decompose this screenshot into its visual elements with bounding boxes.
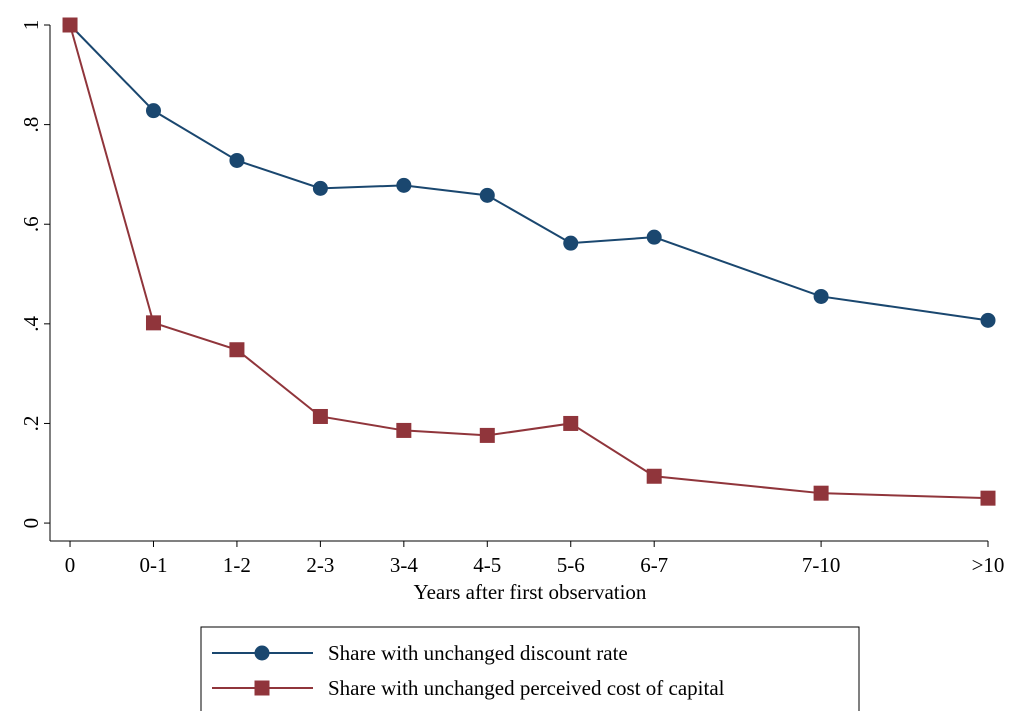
- data-point: [563, 235, 579, 251]
- x-tick-label: 1-2: [223, 553, 251, 577]
- y-tick-label: .8: [19, 117, 43, 133]
- x-tick-label: 5-6: [557, 553, 585, 577]
- x-tick-label: 2-3: [306, 553, 334, 577]
- legend-marker: [254, 645, 270, 661]
- data-point: [145, 315, 161, 331]
- data-point: [813, 288, 829, 304]
- y-tick-label: .2: [19, 416, 43, 432]
- data-point: [479, 427, 495, 443]
- data-point: [813, 485, 829, 501]
- y-tick-label: .6: [19, 216, 43, 232]
- y-tick-label: .4: [19, 315, 43, 331]
- legend-marker: [254, 680, 270, 696]
- x-tick-label: 0-1: [139, 553, 167, 577]
- x-tick-label: 7-10: [802, 553, 841, 577]
- data-point: [980, 312, 996, 328]
- data-point: [229, 152, 245, 168]
- data-point: [312, 408, 328, 424]
- x-tick-label: 4-5: [473, 553, 501, 577]
- data-point: [229, 342, 245, 358]
- legend-label: Share with unchanged perceived cost of c…: [328, 676, 725, 700]
- data-point: [62, 17, 78, 33]
- data-point: [646, 229, 662, 245]
- x-tick-label: >10: [972, 553, 1005, 577]
- legend-label: Share with unchanged discount rate: [328, 641, 628, 665]
- series-line: [69, 24, 989, 322]
- x-tick-label: 0: [65, 553, 76, 577]
- data-point: [396, 177, 412, 193]
- data-point: [396, 422, 412, 438]
- x-tick-label: 6-7: [640, 553, 668, 577]
- data-point: [145, 103, 161, 119]
- data-point: [312, 180, 328, 196]
- data-point: [563, 415, 579, 431]
- y-tick-label: 1: [19, 20, 43, 31]
- series-line: [69, 24, 989, 500]
- data-point: [479, 187, 495, 203]
- data-point: [980, 490, 996, 506]
- legend-box: [200, 626, 860, 711]
- y-tick-label: 0: [19, 518, 43, 529]
- x-axis-title: Years after first observation: [414, 580, 647, 604]
- x-tick-label: 3-4: [390, 553, 418, 577]
- data-point: [646, 468, 662, 484]
